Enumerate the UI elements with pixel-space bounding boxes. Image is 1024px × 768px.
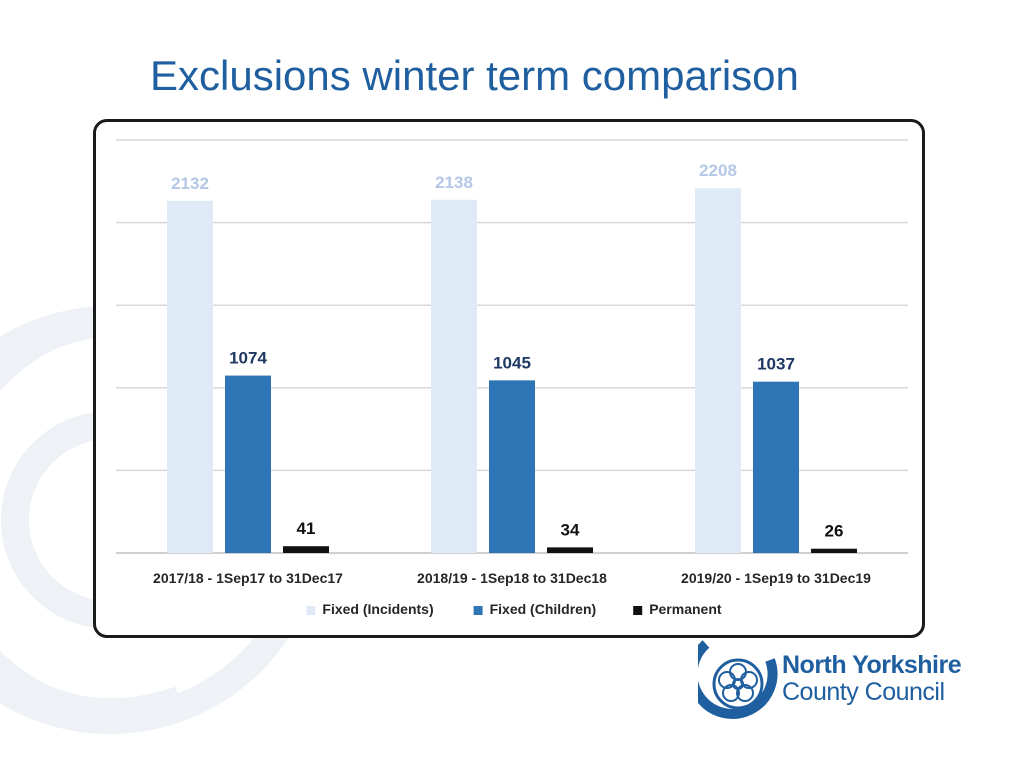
data-label: 1045 bbox=[493, 353, 531, 372]
logo bbox=[698, 640, 778, 719]
data-label: 1037 bbox=[757, 355, 795, 374]
rose-emblem-icon bbox=[698, 640, 778, 719]
bar bbox=[811, 548, 857, 553]
bar bbox=[695, 188, 741, 553]
category-label: 2019/20 - 1Sep19 to 31Dec19 bbox=[681, 570, 871, 586]
bar bbox=[167, 200, 213, 553]
logo-text-county-council: County Council bbox=[782, 678, 945, 706]
bar-chart: 2132 1074 41 2017/18 - 1Sep17 to 31Dec17 213… bbox=[116, 139, 908, 617]
legend-swatch bbox=[473, 606, 483, 615]
legend-label: Permanent bbox=[649, 601, 722, 617]
legend-label: Fixed (Children) bbox=[490, 601, 597, 617]
legend-label: Fixed (Incidents) bbox=[322, 601, 433, 617]
data-label: 2132 bbox=[171, 174, 209, 193]
bar bbox=[431, 199, 477, 553]
bar bbox=[753, 381, 799, 553]
legend-swatch bbox=[633, 606, 643, 615]
bar bbox=[225, 375, 271, 553]
data-label: 2138 bbox=[435, 173, 473, 192]
data-label: 41 bbox=[297, 519, 316, 538]
category-label: 2017/18 - 1Sep17 to 31Dec17 bbox=[153, 570, 343, 586]
slide-title: Exclusions winter term comparison bbox=[150, 52, 799, 99]
legend-swatch bbox=[306, 606, 316, 615]
data-label: 34 bbox=[561, 520, 580, 539]
data-label: 26 bbox=[825, 522, 844, 541]
chart-frame: 2132 1074 41 2017/18 - 1Sep17 to 31Dec17 213… bbox=[93, 119, 925, 638]
data-label: 1074 bbox=[229, 349, 267, 368]
category-label: 2018/19 - 1Sep18 to 31Dec18 bbox=[417, 570, 607, 586]
data-label: 2208 bbox=[699, 161, 737, 180]
bar bbox=[547, 547, 593, 553]
bar bbox=[489, 380, 535, 553]
bar bbox=[283, 546, 329, 553]
logo-text-north-yorkshire: North Yorkshire bbox=[782, 651, 962, 679]
